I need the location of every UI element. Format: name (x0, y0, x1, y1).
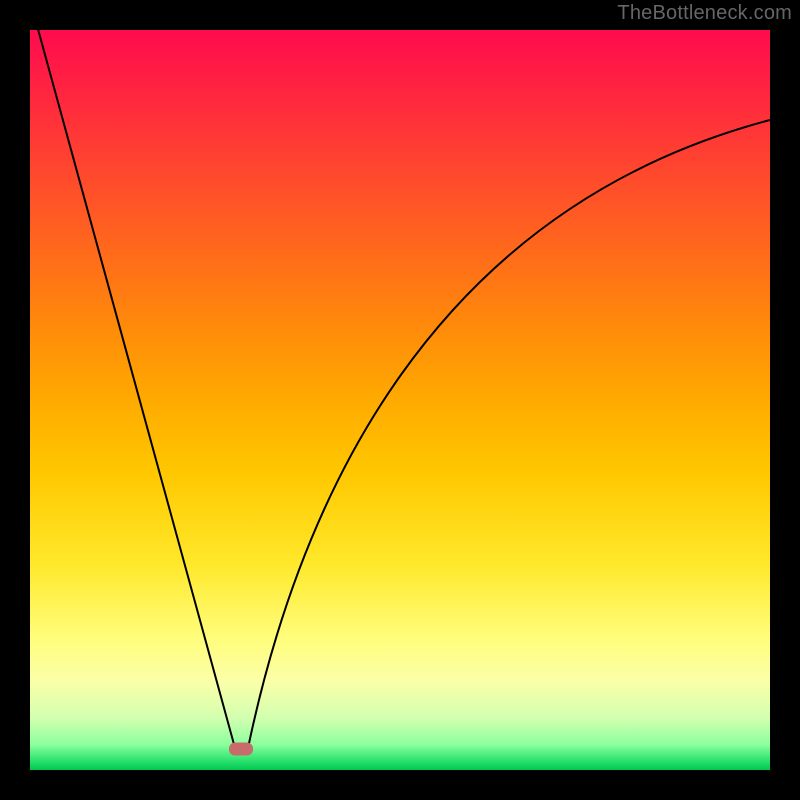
watermark-text: TheBottleneck.com (617, 2, 792, 25)
bottleneck-chart (0, 0, 800, 800)
plot-area (30, 30, 770, 770)
chart-container: TheBottleneck.com (0, 0, 800, 800)
optimal-marker (229, 743, 253, 756)
